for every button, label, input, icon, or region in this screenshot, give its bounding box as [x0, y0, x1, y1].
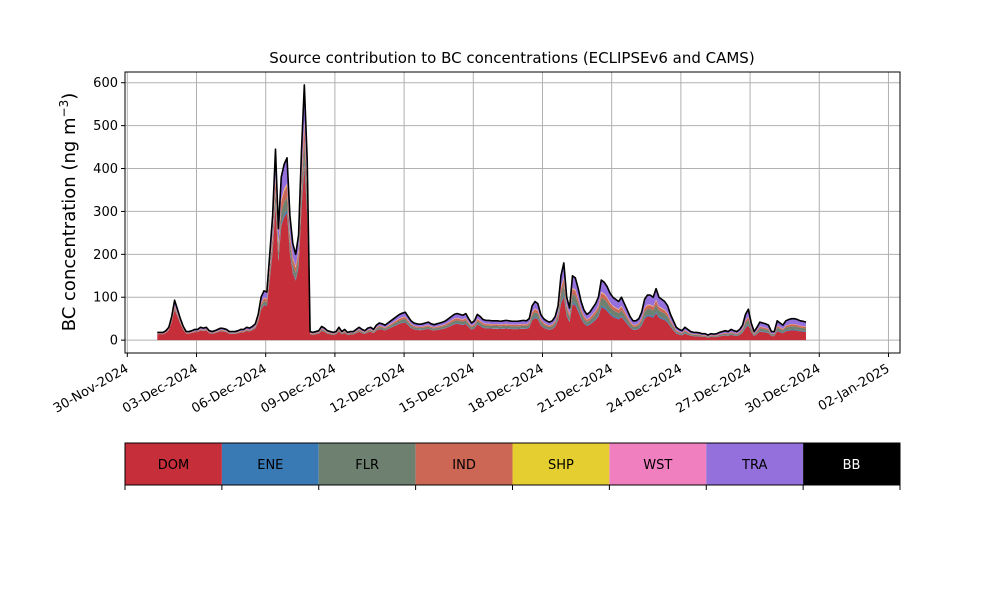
x-tick-label: 24-Dec-2024: [604, 361, 684, 416]
stacked-area-layer: [157, 84, 807, 341]
legend-label-ene: ENE: [257, 458, 283, 473]
x-tick-label: 30-Dec-2024: [743, 361, 823, 416]
x-tick-label: 18-Dec-2024: [466, 361, 546, 416]
legend-swatch-ene: [221, 443, 319, 485]
area-series-ene: [157, 160, 807, 338]
legend-colorbar: DOM ENE FLR IND SHP WST TRA BB: [124, 442, 901, 490]
x-tick-label: 06-Dec-2024: [189, 361, 269, 416]
y-tick-label: 400: [93, 162, 118, 177]
x-tick-label: 27-Dec-2024: [674, 361, 754, 416]
x-tick-label: 09-Dec-2024: [259, 361, 339, 416]
x-tick-label: 15-Dec-2024: [397, 361, 477, 416]
legend-swatch-flr: [318, 443, 416, 485]
legend-label-bb: BB: [843, 458, 861, 473]
area-series-flr: [157, 140, 807, 338]
legend-swatch-shp: [512, 443, 610, 485]
area-series-wst: [157, 120, 807, 337]
y-tick-label: 0: [110, 334, 118, 349]
chart-title: Source contribution to BC concentrations…: [269, 49, 754, 67]
legend-label-ind: IND: [452, 458, 476, 473]
x-tick-label: 21-Dec-2024: [535, 361, 615, 416]
grid-layer: [125, 72, 900, 353]
total-concentration-line: [157, 84, 807, 336]
legend-swatch-wst: [609, 443, 707, 485]
area-series-dom: [157, 164, 807, 341]
y-axis-label-exponent: −3: [57, 100, 71, 118]
y-tick-label: 300: [93, 205, 118, 220]
area-series-ind: [157, 124, 807, 337]
legend-label-shp: SHP: [548, 458, 574, 473]
y-tick-label: 200: [93, 248, 118, 263]
y-tick-label: 100: [93, 291, 118, 306]
area-series-shp: [157, 122, 807, 337]
y-tick-label: 500: [93, 119, 118, 134]
y-tick-label: 600: [93, 76, 118, 91]
y-axis-label: BC concentration (ng m−3): [57, 93, 80, 332]
plot-frame: [124, 71, 901, 354]
legend-label-flr: FLR: [355, 458, 379, 473]
x-tick-label: 30-Nov-2024: [51, 361, 131, 416]
legend-swatch-tra: [706, 443, 804, 485]
total-line-layer: [157, 84, 807, 336]
legend-label-dom: DOM: [158, 458, 189, 473]
legend-swatch-dom: [125, 443, 222, 485]
x-tick-label: 12-Dec-2024: [328, 361, 408, 416]
legend-swatch-ind: [415, 443, 513, 485]
y-axis-label-main: BC concentration (ng m: [59, 117, 80, 331]
x-tick-label: 02-Jan-2025: [816, 361, 893, 414]
y-axis: 0 100 200 300 400 500 600: [93, 76, 125, 349]
x-axis: 30-Nov-202403-Dec-202406-Dec-202409-Dec-…: [51, 353, 892, 417]
legend-label-wst: WST: [643, 458, 672, 473]
y-axis-label-close: ): [59, 93, 80, 100]
legend-label-tra: TRA: [741, 458, 767, 473]
x-tick-label: 03-Dec-2024: [120, 361, 200, 416]
legend-swatch-bb: [803, 443, 900, 485]
